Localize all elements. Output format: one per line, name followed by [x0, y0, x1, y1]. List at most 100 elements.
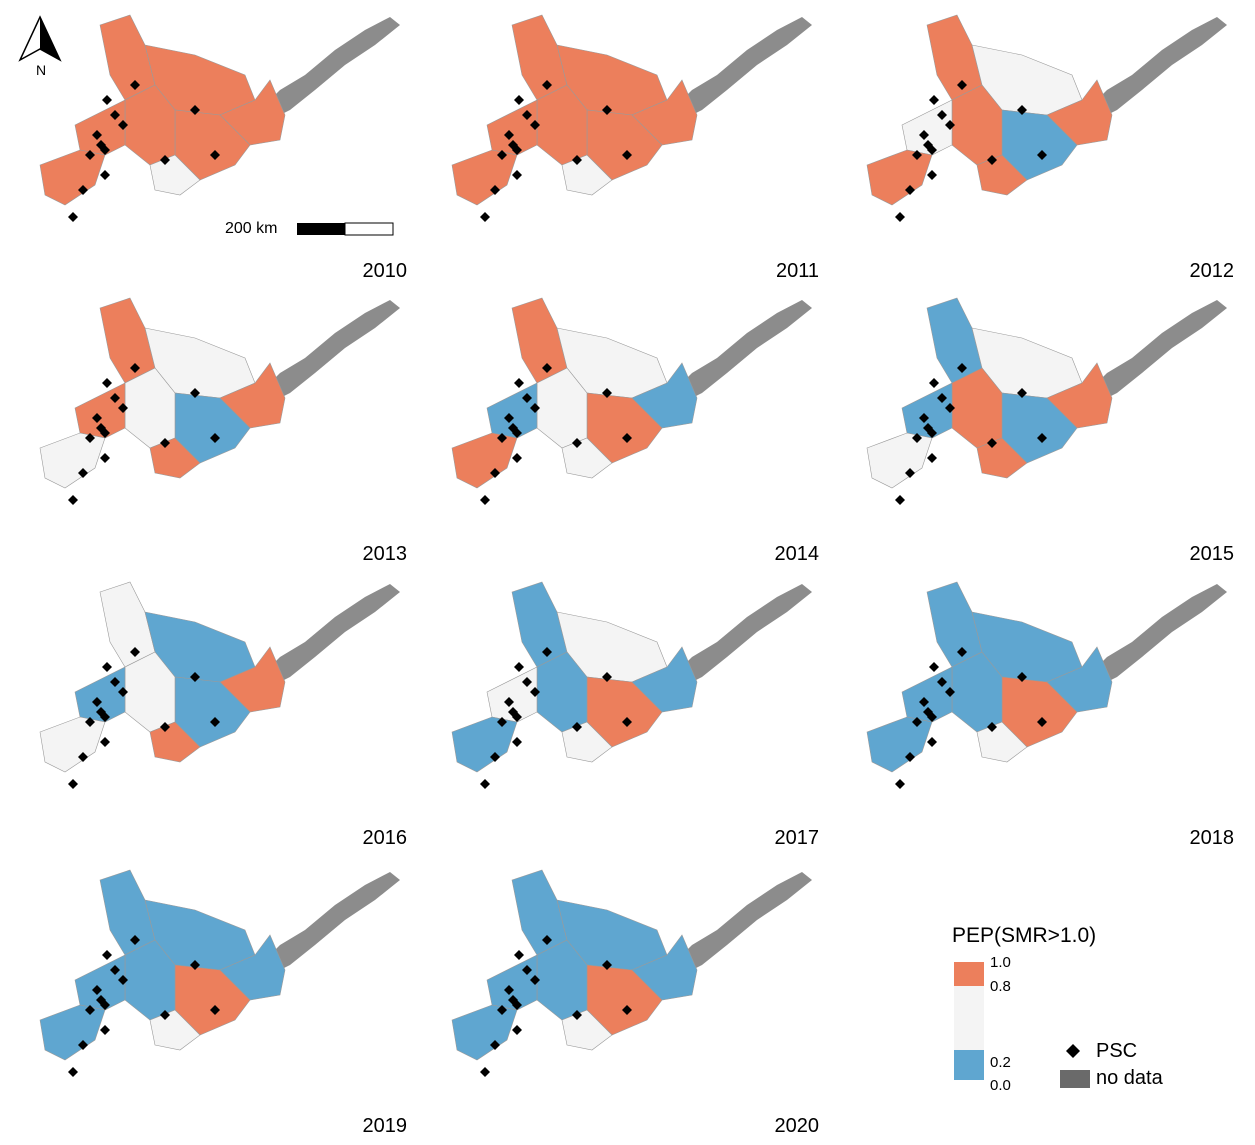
psc-marker: [118, 403, 128, 413]
psc-marker: [927, 428, 937, 438]
map-panel-2017: 2017: [417, 572, 827, 857]
psc-marker: [945, 403, 955, 413]
psc-marker: [490, 468, 500, 478]
psc-marker: [919, 130, 929, 140]
legend-swatch-high: [954, 962, 984, 986]
psc-marker: [945, 120, 955, 130]
psc-marker: [512, 428, 522, 438]
hokkaido-map-2014: [451, 297, 812, 505]
hokkaido-map-2011: [451, 14, 812, 222]
legend-nodata-label: no data: [1096, 1067, 1163, 1089]
region-7: [149, 154, 201, 196]
psc-marker: [78, 185, 88, 195]
psc-marker: [100, 145, 110, 155]
psc-marker: [572, 438, 582, 448]
psc-marker: [987, 155, 997, 165]
psc-marker: [905, 185, 915, 195]
psc-marker: [68, 1067, 78, 1077]
no-data-islands: [260, 17, 400, 120]
psc-marker: [102, 950, 112, 960]
psc-marker: [957, 647, 967, 657]
map-panel-2012: 2012: [832, 5, 1242, 290]
psc-marker: [210, 717, 220, 727]
psc-marker: [118, 120, 128, 130]
hokkaido-map-2013: [39, 297, 400, 505]
region-7: [976, 154, 1028, 196]
hokkaido-map-2020: [451, 869, 812, 1077]
psc-marker: [160, 438, 170, 448]
psc-marker: [92, 413, 102, 423]
no-data-islands: [1087, 584, 1227, 687]
psc-marker: [1037, 150, 1047, 160]
psc-marker: [504, 130, 514, 140]
map-panel-2015: 2015: [832, 288, 1242, 573]
psc-marker: [100, 712, 110, 722]
psc-marker: [497, 433, 507, 443]
no-data-islands: [672, 584, 812, 687]
psc-marker: [160, 1010, 170, 1020]
psc-marker: [912, 150, 922, 160]
psc-marker: [100, 1000, 110, 1010]
psc-marker: [542, 647, 552, 657]
psc-marker: [118, 975, 128, 985]
psc-marker: [514, 95, 524, 105]
psc-marker: [102, 378, 112, 388]
year-label: 2018: [1189, 827, 1235, 849]
psc-marker: [504, 413, 514, 423]
psc-marker: [912, 717, 922, 727]
psc-marker: [497, 717, 507, 727]
psc-marker: [937, 677, 947, 687]
map-panel-2016: 2016: [5, 572, 415, 857]
psc-marker: [190, 388, 200, 398]
region-0: [511, 581, 568, 668]
psc-marker: [100, 428, 110, 438]
map-panel-2014: 2014: [417, 288, 827, 573]
psc-marker: [100, 170, 110, 180]
psc-marker: [118, 687, 128, 697]
psc-marker: [937, 393, 947, 403]
hokkaido-map-2019: [39, 869, 400, 1077]
psc-marker: [929, 662, 939, 672]
no-data-islands: [672, 300, 812, 403]
psc-marker: [987, 438, 997, 448]
year-label: 2019: [362, 1115, 408, 1137]
psc-marker: [542, 935, 552, 945]
psc-marker: [522, 677, 532, 687]
psc-marker: [68, 495, 78, 505]
psc-marker: [895, 212, 905, 222]
psc-marker: [480, 779, 490, 789]
region-7: [149, 437, 201, 479]
psc-marker: [497, 150, 507, 160]
psc-marker: [927, 170, 937, 180]
region-7: [149, 721, 201, 763]
psc-marker: [530, 687, 540, 697]
psc-marker: [130, 935, 140, 945]
psc-marker: [190, 960, 200, 970]
region-7: [561, 1009, 613, 1051]
psc-marker: [895, 495, 905, 505]
psc-marker: [572, 1010, 582, 1020]
psc-marker: [895, 779, 905, 789]
psc-marker: [190, 672, 200, 682]
psc-marker: [522, 110, 532, 120]
region-6: [451, 149, 518, 206]
psc-marker: [210, 433, 220, 443]
year-label: 2016: [362, 827, 408, 849]
legend-tick-1-0: 1.0: [990, 954, 1011, 971]
psc-marker: [480, 212, 490, 222]
region-6: [39, 716, 106, 773]
psc-marker: [100, 453, 110, 463]
legend: PEP(SMR>1.0) 1.0 0.8 0.2 0.0 PSC no data: [948, 920, 1248, 1100]
psc-marker: [937, 110, 947, 120]
region-0: [99, 14, 156, 101]
psc-marker: [160, 722, 170, 732]
legend-swatch-mid: [954, 986, 984, 1050]
psc-marker: [927, 453, 937, 463]
psc-marker: [100, 1025, 110, 1035]
psc-marker: [572, 722, 582, 732]
psc-marker: [85, 717, 95, 727]
region-6: [451, 432, 518, 489]
psc-marker: [929, 95, 939, 105]
psc-marker: [927, 145, 937, 155]
psc-marker: [1037, 433, 1047, 443]
